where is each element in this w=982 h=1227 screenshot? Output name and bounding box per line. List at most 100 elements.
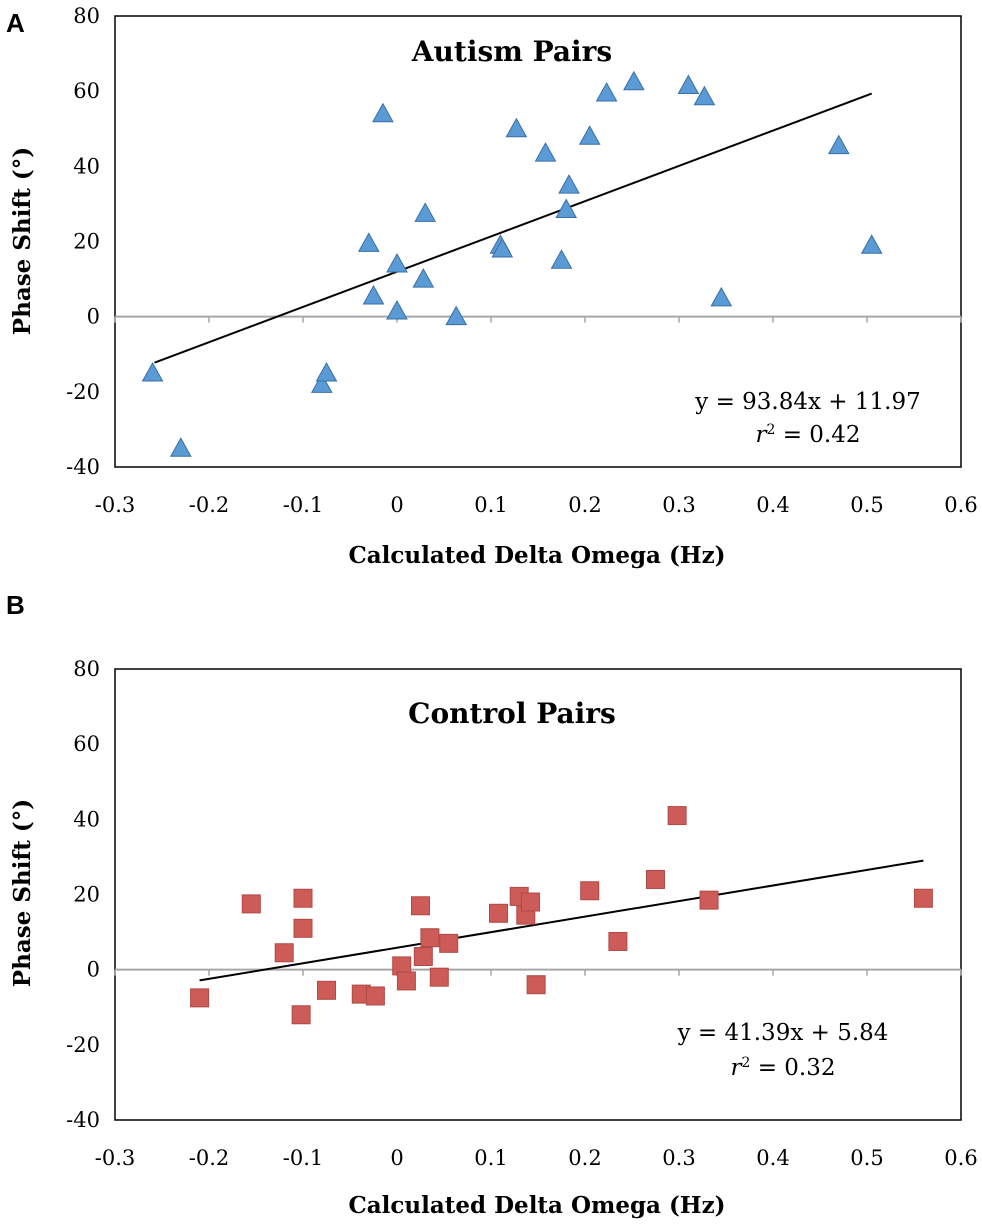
panel-a-y-tick-label: 40 <box>73 154 100 178</box>
panel-b-equation: y = 41.39x + 5.84 <box>677 1020 889 1046</box>
panel-a-data-point <box>445 305 468 326</box>
panel-a-data-point <box>362 284 385 305</box>
panel-b-x-tick-label: 0 <box>390 1146 403 1170</box>
panel-a-data-point <box>386 253 408 273</box>
panel-b-x-tick-label: 0.2 <box>568 1146 601 1170</box>
panel-a-y-tick-label: 60 <box>73 79 100 103</box>
panel-a-y-tick-label: 80 <box>73 4 100 28</box>
panel-a-r2-var: r <box>755 422 768 448</box>
panel-a-y-tick-label: 20 <box>73 230 100 254</box>
panel-a-x-axis-title: Calculated Delta Omega (Hz) <box>348 542 725 569</box>
panel-b-x-tick-label: 0.6 <box>944 1146 977 1170</box>
panel-b-data-point <box>291 1005 311 1025</box>
panel-b-y-tick-label: 60 <box>73 732 100 756</box>
panel-b-plot-frame <box>114 668 962 1121</box>
panel-a-y-tick-label: -40 <box>66 455 100 479</box>
panel-b-data-point <box>317 980 336 1000</box>
panel-a-data-point <box>677 74 700 95</box>
panel-a-x-tick-label: -0.1 <box>283 493 324 517</box>
panel-a-data-point <box>623 70 645 91</box>
panel-a-r2-value: = 0.42 <box>775 422 860 448</box>
panel-b-data-point <box>439 933 459 953</box>
panel-b-data-point <box>413 947 433 967</box>
panel-b-data-point <box>411 896 430 916</box>
panel-a-title: Autism Pairs <box>411 35 612 68</box>
panel-b-r2-sup: 2 <box>741 1055 750 1071</box>
panel-a-x-tick-label: 0.2 <box>568 493 601 517</box>
panel-a-data-point <box>491 237 514 258</box>
panel-b-x-tick-label: -0.2 <box>189 1146 230 1170</box>
panel-a-data-point <box>505 117 528 138</box>
panel-a-data-point <box>386 299 408 320</box>
panel-b-x-tick-label: 0.3 <box>662 1146 695 1170</box>
panel-a-r-squared: r2 = 0.42 <box>755 422 860 448</box>
panel-a-data-point <box>550 249 573 269</box>
panel-a-x-tick-label: -0.3 <box>95 493 136 517</box>
panel-a-data-point <box>693 85 716 106</box>
panel-a-x-tick-label: 0.5 <box>850 493 883 517</box>
panel-b-data-point <box>274 943 294 963</box>
panel-b-data-point <box>520 892 540 912</box>
panel-a-x-tick-label: -0.2 <box>189 493 230 517</box>
panel-b-data-point <box>365 986 385 1006</box>
panel-b-data-point <box>526 975 546 995</box>
panel-a-data-point <box>710 286 733 307</box>
panel-b-data-point <box>699 890 719 910</box>
panel-b: B Control Pairs Calculated Delta Omega (… <box>6 590 978 1219</box>
panel-b-data-point <box>293 888 313 908</box>
panel-a-y-tick-label: 0 <box>87 305 100 329</box>
panel-a-x-tick-label: 0.3 <box>662 493 695 517</box>
panel-a-data-point <box>558 174 580 194</box>
panel-b-y-tick-label: 20 <box>73 883 100 907</box>
panel-b-y-tick-label: -40 <box>66 1108 100 1132</box>
panel-b-x-axis-title: Calculated Delta Omega (Hz) <box>348 1192 725 1219</box>
panel-a-data-point <box>578 125 601 145</box>
panel-b-y-tick-label: 80 <box>73 657 100 681</box>
panel-b-data-point <box>190 988 210 1008</box>
panel-a-data-point <box>141 362 164 382</box>
panel-a-data-point <box>414 202 437 222</box>
panel-b-letter: B <box>6 590 25 620</box>
panel-b-data-point <box>429 967 449 987</box>
panel-a-data-point <box>827 134 850 155</box>
panel-b-r2-value: = 0.32 <box>750 1055 835 1081</box>
panel-a-data-point <box>555 198 578 219</box>
panel-a-plot-frame <box>114 15 962 468</box>
panel-b-r2-var: r <box>730 1055 743 1081</box>
panel-b-data-point <box>580 881 600 901</box>
panel-a-data-point <box>357 232 380 252</box>
panel-b-y-axis-title: Phase Shift (°) <box>9 799 36 987</box>
panel-b-x-tick-label: -0.3 <box>95 1146 136 1170</box>
panel-b-data-point <box>913 888 933 908</box>
panel-b-data-point <box>489 903 509 923</box>
panel-a-r2-sup: 2 <box>766 422 775 438</box>
panel-b-data-point <box>293 918 313 938</box>
panel-a-letter: A <box>6 8 25 38</box>
panel-b-y-tick-label: 0 <box>87 958 100 982</box>
panel-a-y-axis-title: Phase Shift (°) <box>9 147 36 335</box>
panel-a-trendline <box>154 92 873 364</box>
panel-a-data-point <box>534 142 557 162</box>
panel-a-data-point <box>315 362 338 382</box>
panel-a-data-point <box>595 82 618 102</box>
panel-a-data-point <box>310 373 333 393</box>
panel-b-data-point <box>667 806 687 826</box>
panel-a: A Autism Pairs Calculated Delta Omega (H… <box>6 4 978 569</box>
panel-b-data-point <box>241 894 261 914</box>
panel-b-data-point <box>420 928 440 948</box>
panel-b-r-squared: r2 = 0.32 <box>730 1055 835 1081</box>
panel-b-trendline <box>199 859 924 982</box>
panel-a-y-tick-label: -20 <box>66 380 100 404</box>
panel-a-x-tick-label: 0 <box>390 493 403 517</box>
panel-b-data-point <box>608 931 628 951</box>
panel-a-data-point <box>860 234 883 254</box>
panel-b-y-tick-label: 40 <box>73 807 100 831</box>
panel-b-x-tick-label: -0.1 <box>283 1146 324 1170</box>
panel-b-data-point <box>646 869 665 889</box>
panel-b-title: Control Pairs <box>408 697 616 730</box>
panel-a-x-tick-label: 0.6 <box>944 493 977 517</box>
panel-a-data-point <box>372 102 394 123</box>
panel-a-x-tick-label: 0.4 <box>756 493 789 517</box>
panel-b-x-tick-label: 0.5 <box>850 1146 883 1170</box>
